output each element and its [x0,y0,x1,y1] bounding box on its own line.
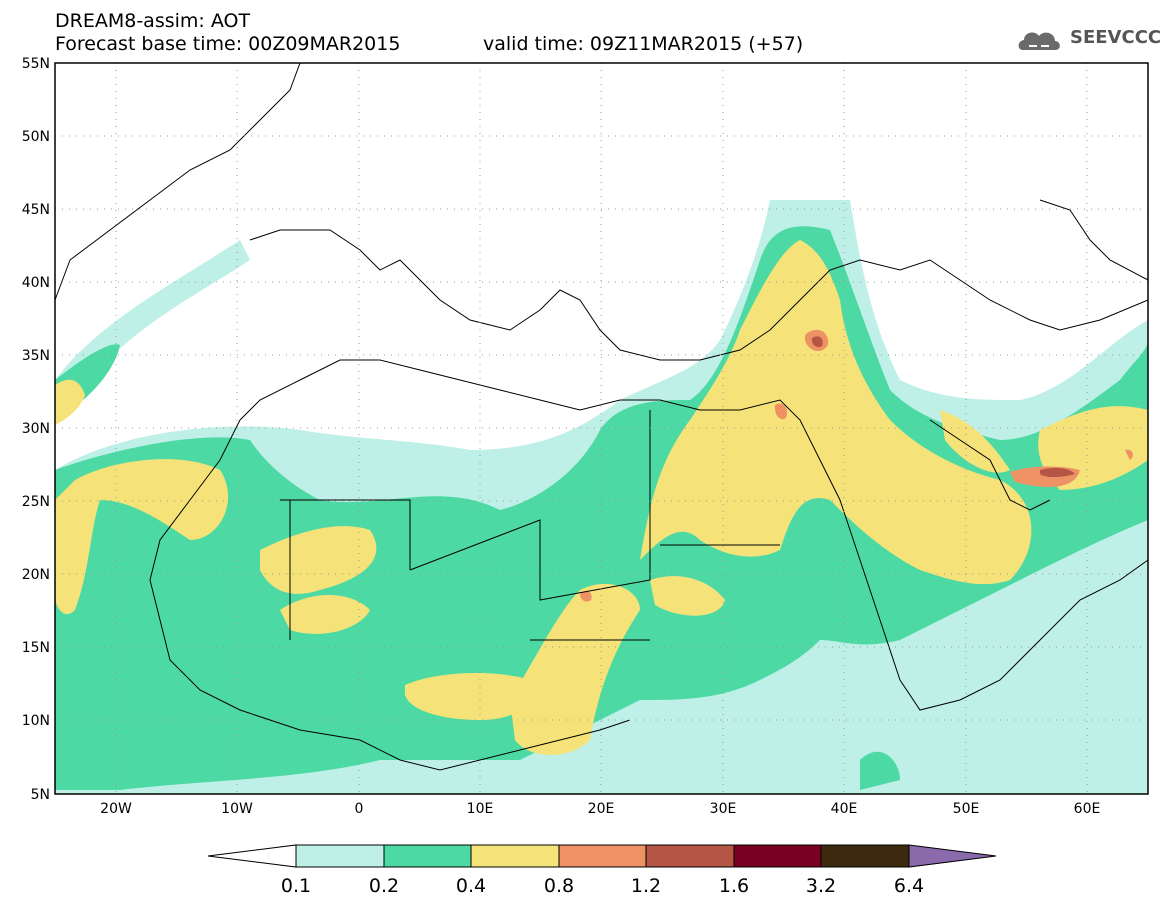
aot-level-1-2 [811,336,1075,477]
lon-label: 50E [953,801,980,817]
aot-level-0-4 [55,240,1148,755]
lon-label: 30E [710,801,737,817]
colorbar-label: 6.4 [894,875,924,897]
aot-field [55,63,1148,794]
map-title: DREAM8-assim: AOT [55,10,251,32]
colorbar-swatch [558,844,647,868]
lat-label: 5N [31,787,50,803]
colorbar-swatch [733,844,822,868]
colorbar-swatch [295,844,385,868]
colorbar-under-arrow [207,844,297,868]
map-frame [54,62,1149,795]
gridlines [55,63,1148,794]
colorbar-label: 1.2 [631,875,661,897]
lon-label: 0 [355,801,364,817]
lon-label: 20E [588,801,615,817]
lat-label: 20N [22,567,50,583]
cloud-logo-icon [1018,32,1060,50]
forecast-base-time: Forecast base time: 00Z09MAR2015 [55,33,401,55]
lat-label: 15N [22,640,50,656]
lat-label: 40N [22,275,50,291]
colorbar-label: 0.1 [281,875,311,897]
colorbar-label: 3.2 [806,875,836,897]
colorbar-label: 1.6 [719,875,749,897]
colorbar-over-arrow [908,844,997,868]
lon-label: 10E [467,801,494,817]
colorbar-swatch [645,844,735,868]
lon-label: 10W [221,801,253,817]
lat-label: 30N [22,421,50,437]
lon-label: 20W [100,801,132,817]
lat-axis: 55N 50N 45N 40N 35N 30N 25N 20N 15N 10N … [22,56,50,803]
lat-label: 25N [22,494,50,510]
valid-time: valid time: 09Z11MAR2015 (+57) [483,33,804,55]
colorbar-label: 0.2 [369,875,399,897]
lon-axis: 20W 10W 0 10E 20E 30E 40E 50E 60E [100,801,1100,817]
colorbar-swatch [383,844,472,868]
colorbar-swatch [470,844,560,868]
lon-label: 40E [831,801,858,817]
lat-label: 45N [22,202,50,218]
colorbar-label: 0.4 [456,875,486,897]
lat-label: 55N [22,56,50,72]
logo-text: SEEVCCC [1070,27,1162,48]
colorbar [207,844,997,868]
lat-label: 35N [22,348,50,364]
lat-label: 10N [22,713,50,729]
coastlines [55,63,1148,771]
lon-label: 60E [1074,801,1101,817]
lat-label: 50N [22,129,50,145]
colorbar-swatch [820,844,910,868]
colorbar-labels: 0.1 0.2 0.4 0.8 1.2 1.6 3.2 6.4 [281,875,924,897]
colorbar-label: 0.8 [544,875,574,897]
